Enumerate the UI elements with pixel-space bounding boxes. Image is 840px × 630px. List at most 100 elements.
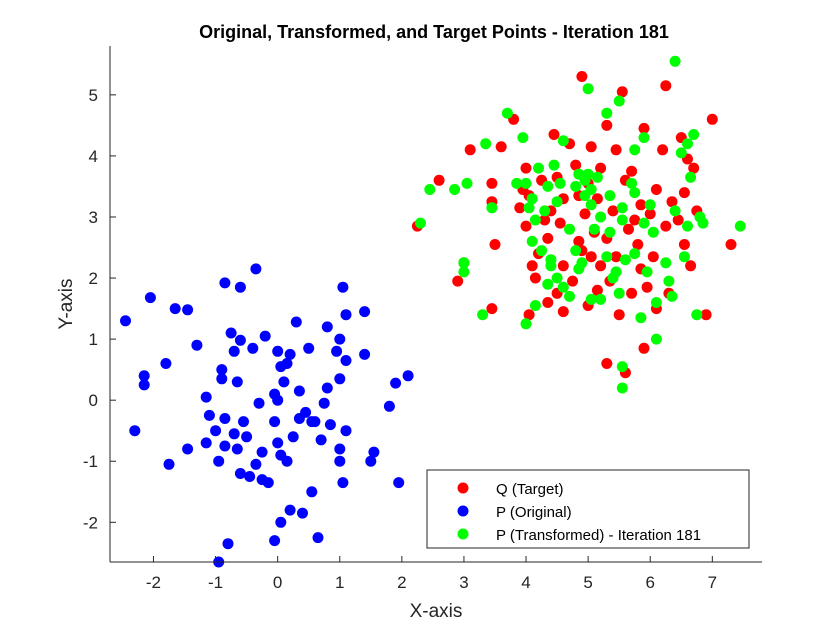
y-tick-label-0: 0 (89, 391, 98, 410)
point-p-original-45 (219, 413, 231, 424)
y-tick-label--2: -2 (83, 513, 98, 532)
point-p-original-66 (368, 446, 380, 458)
point-q-target-80 (638, 342, 650, 354)
point-p-original-74 (244, 471, 256, 482)
series-p-transformed (415, 55, 746, 394)
point-p-original-83 (312, 532, 324, 544)
point-p-original-21 (303, 342, 315, 354)
point-p-transformed-81 (682, 220, 693, 232)
point-q-target-8 (638, 122, 650, 134)
point-p-transformed-13 (533, 162, 544, 174)
point-p-transformed-71 (635, 312, 647, 324)
point-q-target-87 (678, 187, 690, 199)
series-layer (120, 55, 746, 568)
point-p-transformed-39 (616, 214, 628, 226)
point-p-transformed-21 (449, 184, 461, 195)
point-p-original-60 (315, 434, 327, 446)
point-p-original-53 (228, 428, 240, 440)
point-p-transformed-63 (529, 300, 541, 311)
point-q-target-89 (585, 251, 597, 263)
point-p-original-70 (281, 455, 293, 467)
point-p-original-71 (334, 455, 346, 467)
x-tick-label-4: 4 (521, 573, 530, 592)
point-p-original-15 (321, 321, 333, 333)
point-q-target-22 (433, 174, 445, 186)
legend-box (426, 469, 750, 549)
point-q-target-56 (647, 251, 659, 263)
point-q-target-20 (626, 165, 638, 177)
point-p-transformed-56 (551, 272, 563, 284)
point-p-original-26 (216, 364, 228, 376)
point-q-target-14 (657, 144, 669, 156)
point-p-original-20 (284, 348, 296, 360)
point-p-transformed-34 (669, 205, 681, 217)
point-q-target-51 (678, 239, 690, 250)
point-q-target-63 (452, 275, 464, 287)
point-p-transformed-84 (579, 190, 591, 202)
point-p-transformed-31 (585, 199, 597, 211)
point-p-transformed-54 (641, 266, 653, 278)
point-p-original-77 (306, 486, 318, 498)
point-p-original-61 (182, 443, 194, 455)
point-p-transformed-43 (458, 257, 470, 269)
point-p-transformed-68 (650, 333, 662, 345)
point-q-target-2 (660, 80, 672, 92)
point-q-target-55 (610, 251, 622, 263)
point-q-target-31 (635, 199, 647, 211)
point-p-transformed-17 (626, 177, 638, 189)
point-q-target-36 (579, 208, 591, 220)
y-tick-label-4: 4 (89, 147, 98, 166)
point-p-transformed-5 (557, 135, 569, 147)
point-q-target-60 (595, 260, 607, 272)
point-p-transformed-64 (520, 318, 532, 330)
point-p-original-4 (120, 315, 131, 327)
point-p-original-54 (241, 431, 253, 443)
x-tick-label-6: 6 (645, 573, 654, 592)
point-p-original-30 (138, 379, 150, 391)
point-p-transformed-77 (523, 202, 535, 214)
point-p-original-11 (359, 306, 371, 318)
point-q-target-23 (486, 177, 498, 189)
point-p-original-7 (182, 304, 194, 316)
point-p-transformed-12 (675, 147, 687, 159)
point-p-transformed-49 (678, 251, 690, 263)
point-p-transformed-27 (629, 187, 641, 199)
point-p-original-50 (324, 419, 336, 431)
point-q-target-79 (542, 297, 554, 308)
point-p-transformed-76 (573, 168, 585, 180)
point-p-transformed-65 (585, 293, 597, 305)
series-q-target (411, 71, 737, 379)
legend-marker-q-target (457, 482, 469, 494)
point-p-transformed-26 (604, 190, 616, 202)
point-p-original-84 (269, 535, 281, 547)
point-p-original-14 (259, 330, 271, 342)
chart-title: Original, Transformed, and Target Points… (199, 22, 669, 42)
point-q-target-5 (548, 129, 560, 140)
point-p-transformed-16 (591, 171, 603, 183)
point-q-target-47 (542, 232, 554, 244)
point-q-target-37 (607, 205, 619, 217)
point-p-original-19 (272, 345, 284, 357)
point-p-transformed-86 (660, 257, 672, 269)
x-tick-label-1: 1 (335, 573, 344, 592)
point-p-transformed-58 (564, 290, 575, 302)
point-p-transformed-37 (564, 223, 575, 235)
point-p-transformed-20 (424, 184, 436, 195)
point-p-transformed-2 (613, 95, 625, 107)
point-q-target-64 (529, 272, 541, 284)
point-p-original-12 (191, 339, 203, 351)
point-p-original-63 (256, 446, 268, 458)
point-p-original-81 (297, 507, 308, 519)
point-p-transformed-1 (582, 83, 594, 95)
axes-layer: -2 -1 0 1 2 3 4 5 6 7 -2 -1 0 1 2 3 4 5 (83, 46, 762, 592)
point-p-transformed-10 (517, 132, 529, 144)
point-p-transformed-80 (511, 177, 523, 189)
point-q-target-16 (520, 162, 532, 174)
point-p-original-9 (290, 316, 302, 328)
point-q-target-1 (616, 86, 628, 98)
point-p-original-37 (390, 377, 402, 389)
point-q-target-83 (725, 239, 737, 250)
point-q-target-41 (520, 220, 532, 232)
point-p-transformed-38 (588, 223, 600, 235)
point-p-transformed-36 (529, 214, 541, 226)
